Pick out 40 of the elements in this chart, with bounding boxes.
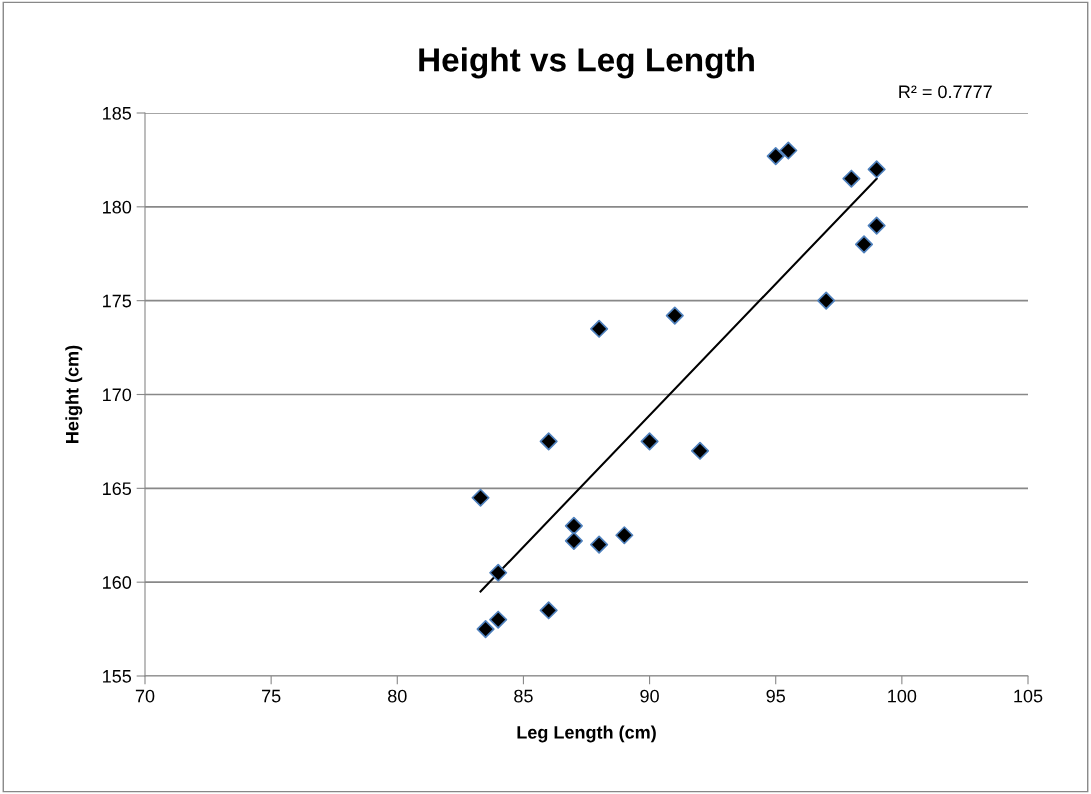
point	[640, 432, 659, 451]
x-tick-label: 75	[262, 689, 281, 703]
y-tick-label: 180	[103, 200, 132, 214]
point	[842, 169, 861, 188]
x-tick-label: 105	[1014, 689, 1043, 703]
point	[564, 531, 583, 550]
point	[590, 535, 609, 554]
point	[766, 147, 785, 166]
point	[471, 488, 490, 507]
chart-title: Height vs Leg Length	[419, 47, 754, 79]
point	[854, 235, 874, 254]
y-tick-label: 185	[103, 106, 132, 120]
point	[690, 441, 710, 460]
x-tick-label: 90	[640, 689, 659, 703]
point	[539, 432, 558, 451]
point	[665, 306, 684, 325]
x-axis-title: Leg Length (cm)	[517, 725, 656, 743]
y-tick-label: 155	[103, 670, 132, 683]
x-tick-label: 80	[388, 689, 407, 703]
x-tick-label: 95	[766, 689, 785, 703]
point	[867, 160, 886, 179]
point	[615, 526, 634, 545]
point	[489, 563, 508, 582]
point	[564, 516, 583, 535]
point	[779, 141, 798, 160]
y-axis-title: Height (cm)	[65, 345, 83, 443]
y-tick-label: 165	[103, 482, 132, 496]
text: R² = 0.7777	[899, 85, 992, 99]
point	[867, 216, 886, 235]
y-tick-label: 160	[103, 576, 132, 589]
x-tick-label: 85	[514, 689, 533, 703]
point	[817, 291, 836, 310]
point	[539, 601, 558, 620]
y-tick-label: 170	[103, 388, 132, 402]
point	[489, 610, 508, 629]
point	[476, 620, 495, 639]
x-tick-label: 100	[888, 689, 917, 703]
point	[590, 319, 609, 338]
x-tick-label: 70	[135, 689, 155, 703]
y-tick-label: 175	[103, 294, 132, 308]
